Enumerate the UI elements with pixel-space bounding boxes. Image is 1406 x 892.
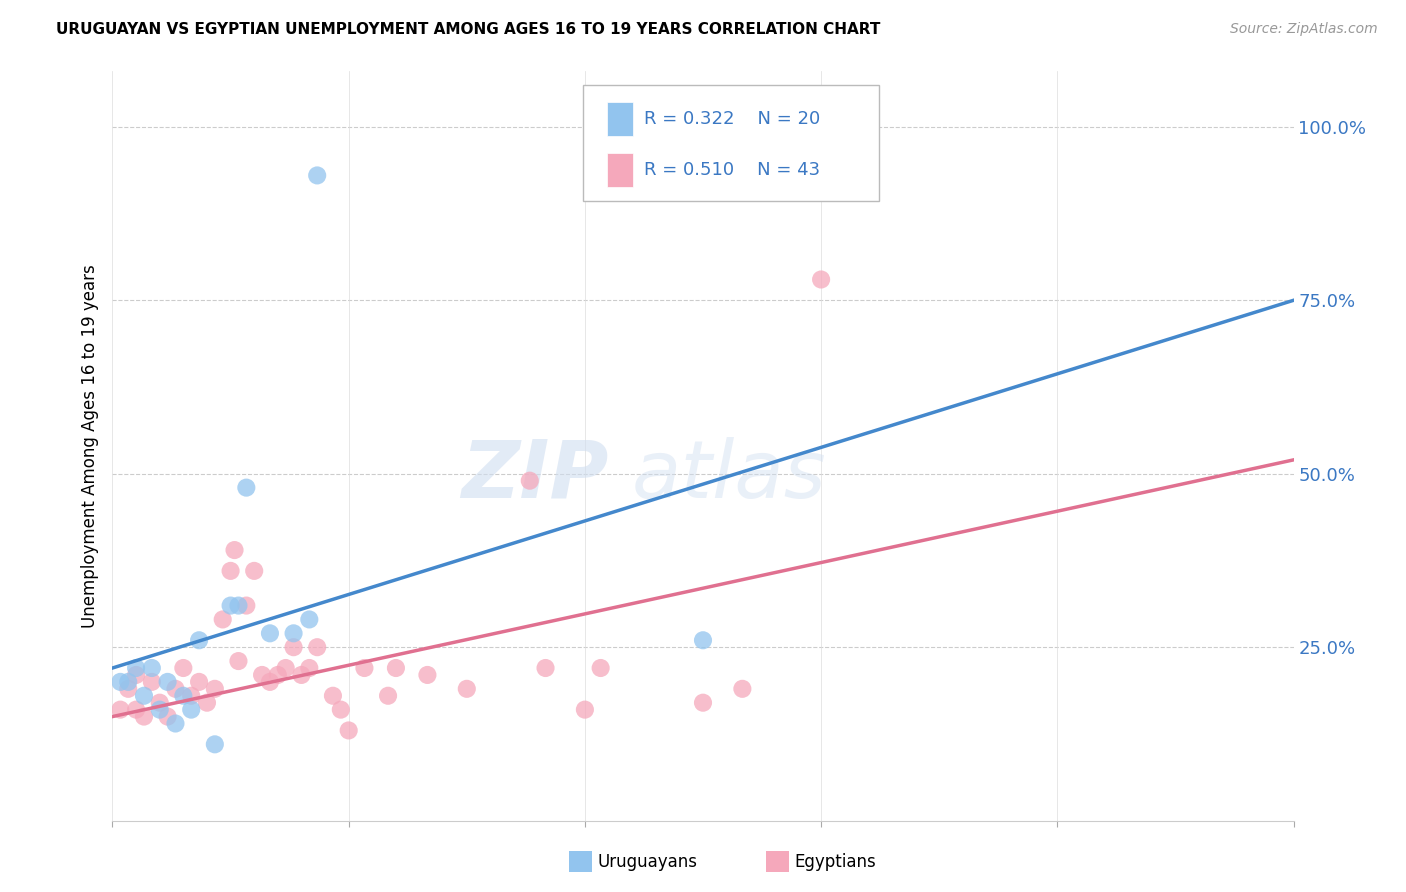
Point <box>298 661 321 675</box>
Point <box>156 709 179 723</box>
Point <box>329 703 352 717</box>
Point <box>149 696 172 710</box>
Point <box>243 564 266 578</box>
Text: Uruguayans: Uruguayans <box>598 853 697 871</box>
Point <box>228 654 250 668</box>
Point <box>534 661 557 675</box>
Point <box>259 674 281 689</box>
Point <box>110 674 132 689</box>
Point <box>385 661 408 675</box>
Point <box>219 564 242 578</box>
Point <box>377 689 399 703</box>
Point <box>274 661 297 675</box>
Point <box>322 689 344 703</box>
Point <box>353 661 375 675</box>
Point <box>235 481 257 495</box>
Y-axis label: Unemployment Among Ages 16 to 19 years: Unemployment Among Ages 16 to 19 years <box>80 264 98 628</box>
Text: R = 0.510    N = 43: R = 0.510 N = 43 <box>644 161 820 179</box>
Point <box>141 661 163 675</box>
Point <box>259 626 281 640</box>
Text: Egyptians: Egyptians <box>794 853 876 871</box>
Point <box>132 709 155 723</box>
Point <box>416 668 439 682</box>
Point <box>125 668 148 682</box>
Point <box>195 696 218 710</box>
Point <box>307 640 329 655</box>
Text: Source: ZipAtlas.com: Source: ZipAtlas.com <box>1230 22 1378 37</box>
Point <box>172 661 194 675</box>
Point <box>117 681 139 696</box>
Point <box>519 474 541 488</box>
Point <box>149 703 172 717</box>
Point <box>110 703 132 717</box>
Point <box>298 612 321 626</box>
Point <box>180 703 202 717</box>
Point <box>810 272 832 286</box>
Point <box>132 689 155 703</box>
Point <box>172 689 194 703</box>
Point <box>692 696 714 710</box>
Point <box>224 543 246 558</box>
Point <box>290 668 312 682</box>
Point <box>589 661 612 675</box>
Point <box>219 599 242 613</box>
Point <box>117 674 139 689</box>
Point <box>574 703 596 717</box>
Point <box>267 668 290 682</box>
Point <box>337 723 360 738</box>
Point <box>250 668 273 682</box>
Point <box>307 169 329 183</box>
Point <box>188 633 211 648</box>
Point <box>165 716 187 731</box>
Point <box>204 681 226 696</box>
Point <box>731 681 754 696</box>
Point <box>180 689 202 703</box>
Point <box>125 703 148 717</box>
Point <box>165 681 187 696</box>
Point <box>228 599 250 613</box>
Point <box>235 599 257 613</box>
Text: atlas: atlas <box>633 437 827 515</box>
Point <box>156 674 179 689</box>
Point <box>211 612 233 626</box>
Point <box>283 626 305 640</box>
Point <box>283 640 305 655</box>
Text: URUGUAYAN VS EGYPTIAN UNEMPLOYMENT AMONG AGES 16 TO 19 YEARS CORRELATION CHART: URUGUAYAN VS EGYPTIAN UNEMPLOYMENT AMONG… <box>56 22 880 37</box>
Point <box>456 681 478 696</box>
Point <box>141 674 163 689</box>
Point <box>692 633 714 648</box>
Point <box>188 674 211 689</box>
Text: ZIP: ZIP <box>461 437 609 515</box>
Text: R = 0.322    N = 20: R = 0.322 N = 20 <box>644 110 820 128</box>
Point <box>125 661 148 675</box>
Point <box>204 737 226 751</box>
